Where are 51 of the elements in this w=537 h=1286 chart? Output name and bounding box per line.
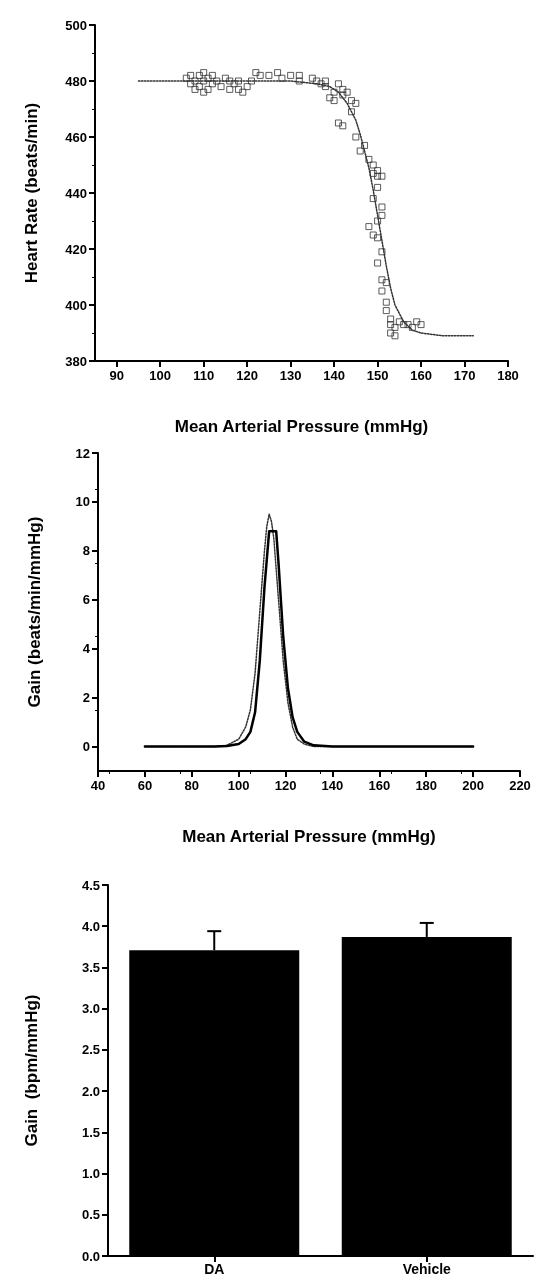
- x-tick-label: 100: [149, 368, 172, 383]
- y-tick-label: 10: [75, 494, 90, 510]
- y-tick-label: 0.0: [81, 1248, 100, 1264]
- y-tick-label: 4.5: [81, 877, 100, 893]
- y-tick-label: 6: [82, 592, 90, 608]
- x-tick-label: 120: [236, 368, 259, 383]
- x-tick-label: 140: [321, 778, 344, 793]
- y-tick-label: 0.5: [81, 1207, 100, 1223]
- y-tick-label: 2: [82, 690, 90, 706]
- x-tick-label: 180: [415, 778, 438, 793]
- y-tick-label: 4.0: [81, 918, 100, 934]
- x-tick-label: 80: [184, 778, 200, 793]
- y-tick-label: 4: [82, 641, 91, 657]
- x-tick-label: 170: [453, 368, 476, 383]
- y-tick-label: 0: [82, 739, 90, 755]
- y-tick-label: 500: [65, 17, 87, 33]
- y-tick-label: 8: [82, 543, 90, 559]
- x-tick-label: 160: [368, 778, 391, 793]
- x-tick-label: 150: [366, 368, 389, 383]
- y-axis-title: Gain (bpm/mmHg): [22, 994, 41, 1147]
- x-tick-label: DA: [204, 1261, 225, 1277]
- x-tick-label: 120: [274, 778, 297, 793]
- x-axis-title: Mean Arterial Pressure (mmHg): [182, 827, 436, 846]
- y-tick-label: 3.0: [81, 1001, 100, 1017]
- x-tick-label: 110: [193, 368, 215, 383]
- x-tick-label: 40: [90, 778, 106, 793]
- y-tick-label: 480: [65, 73, 87, 89]
- y-axis-title: Gain (beats/min/mmHg): [25, 516, 44, 708]
- y-tick-label: 2.0: [81, 1083, 100, 1099]
- y-tick-label: 3.5: [81, 959, 100, 975]
- y-tick-label: 420: [65, 241, 87, 257]
- x-tick-label: Vehicle: [402, 1261, 452, 1277]
- y-tick-label: 440: [65, 185, 87, 201]
- y-axis-title: Heart Rate (beats/min): [22, 102, 41, 284]
- x-axis-title: Mean Arterial Pressure (mmHg): [174, 417, 429, 436]
- y-tick-label: 1.5: [81, 1124, 100, 1140]
- x-tick-label: 90: [109, 368, 124, 383]
- x-tick-label: 220: [509, 778, 531, 793]
- y-tick-label: 400: [65, 297, 87, 313]
- x-tick-label: 130: [279, 368, 302, 383]
- y-tick-label: 12: [75, 445, 90, 461]
- x-tick-label: 160: [410, 368, 432, 383]
- y-tick-label: 460: [65, 129, 87, 145]
- x-tick-label: 180: [497, 368, 519, 383]
- x-tick-label: 100: [227, 778, 250, 793]
- x-tick-label: 200: [462, 778, 484, 793]
- y-tick-label: 1.0: [81, 1166, 100, 1182]
- x-tick-label: 140: [323, 368, 345, 383]
- x-tick-label: 60: [137, 778, 153, 793]
- y-tick-label: 380: [65, 353, 87, 369]
- y-tick-label: 2.5: [81, 1042, 100, 1058]
